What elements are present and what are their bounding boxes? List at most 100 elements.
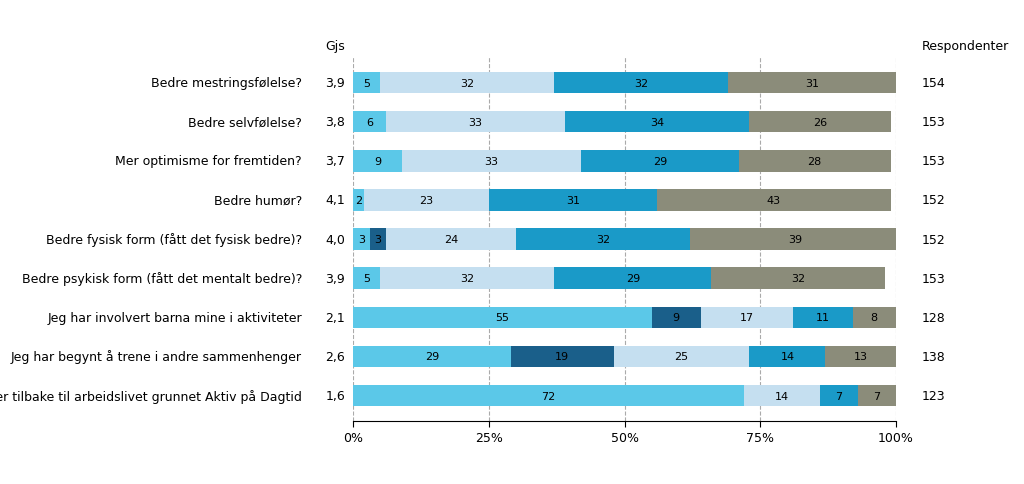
Text: 3: 3 [374, 235, 381, 244]
Text: 3,7: 3,7 [326, 155, 345, 168]
Bar [690, 229, 901, 250]
Text: 9: 9 [374, 156, 381, 166]
Bar [613, 346, 750, 367]
Bar [353, 346, 511, 367]
Bar [353, 229, 370, 250]
Bar [793, 307, 853, 328]
Bar [516, 229, 690, 250]
Text: 43: 43 [767, 196, 781, 206]
Bar [381, 268, 554, 289]
Text: Bedre selvfølelse?: Bedre selvfølelse? [188, 116, 302, 129]
Text: 17: 17 [739, 313, 754, 323]
Text: 2,1: 2,1 [326, 311, 345, 324]
Text: 29: 29 [652, 156, 667, 166]
Text: 3,9: 3,9 [326, 77, 345, 90]
Text: 34: 34 [650, 118, 665, 127]
Text: 9: 9 [673, 313, 680, 323]
Text: 154: 154 [922, 77, 945, 90]
Text: 32: 32 [460, 78, 474, 89]
Text: 33: 33 [468, 118, 482, 127]
Text: 5: 5 [364, 273, 371, 284]
Text: 2: 2 [355, 196, 362, 206]
Text: 128: 128 [922, 311, 945, 324]
Text: 32: 32 [460, 273, 474, 284]
Text: 31: 31 [805, 78, 819, 89]
Text: 3,9: 3,9 [326, 272, 345, 285]
Text: 11: 11 [816, 313, 829, 323]
Text: 1,6: 1,6 [326, 389, 345, 402]
Text: 14: 14 [775, 391, 790, 401]
Bar [565, 112, 750, 133]
Bar [353, 151, 402, 172]
Text: 25: 25 [675, 352, 689, 362]
Bar [700, 307, 793, 328]
Text: 32: 32 [792, 273, 805, 284]
Text: 3,8: 3,8 [326, 116, 345, 129]
Text: 4,0: 4,0 [326, 233, 345, 246]
Bar [554, 73, 728, 94]
Bar [712, 268, 885, 289]
Text: Jeg har involvert barna mine i aktiviteter: Jeg har involvert barna mine i aktivitet… [47, 311, 302, 324]
Bar [386, 112, 565, 133]
Text: 24: 24 [443, 235, 458, 244]
Text: 7: 7 [836, 391, 843, 401]
Bar [353, 385, 744, 407]
Bar [353, 73, 381, 94]
Text: 28: 28 [808, 156, 821, 166]
Text: 39: 39 [788, 235, 803, 244]
Bar [511, 346, 613, 367]
Bar [386, 229, 516, 250]
Bar [353, 112, 386, 133]
Bar [554, 268, 712, 289]
Text: 138: 138 [922, 350, 945, 363]
Bar [582, 151, 738, 172]
Bar [728, 73, 896, 94]
Text: 153: 153 [922, 272, 945, 285]
Bar [353, 307, 651, 328]
Text: 2,6: 2,6 [326, 350, 345, 363]
Bar [853, 307, 896, 328]
Text: 72: 72 [542, 391, 556, 401]
Bar [489, 190, 657, 212]
Text: Respondenter: Respondenter [922, 40, 1009, 53]
Bar [381, 73, 554, 94]
Text: 14: 14 [780, 352, 795, 362]
Bar [651, 307, 700, 328]
Text: Bedre mestringsfølelse?: Bedre mestringsfølelse? [152, 77, 302, 90]
Bar [365, 190, 489, 212]
Text: 123: 123 [922, 389, 945, 402]
Text: 55: 55 [496, 313, 510, 323]
Bar [738, 151, 891, 172]
Bar [353, 190, 365, 212]
Bar [750, 346, 825, 367]
Text: 6: 6 [366, 118, 373, 127]
Text: 152: 152 [922, 233, 945, 246]
Text: Bedre psykisk form (fått det mentalt bedre)?: Bedre psykisk form (fått det mentalt bed… [22, 272, 302, 286]
Text: Jeg er tilbake til arbeidslivet grunnet Aktiv på Dagtid: Jeg er tilbake til arbeidslivet grunnet … [0, 389, 302, 403]
Bar [744, 385, 820, 407]
Bar [750, 112, 891, 133]
Text: Bedre humør?: Bedre humør? [214, 194, 302, 207]
Bar [353, 268, 381, 289]
Text: Mer optimisme for fremtiden?: Mer optimisme for fremtiden? [116, 155, 302, 168]
Bar [820, 385, 858, 407]
Text: 33: 33 [484, 156, 499, 166]
Text: 26: 26 [813, 118, 827, 127]
Text: 4,1: 4,1 [326, 194, 345, 207]
Text: 32: 32 [596, 235, 610, 244]
Text: 8: 8 [870, 313, 878, 323]
Text: 29: 29 [626, 273, 640, 284]
Text: 3: 3 [358, 235, 365, 244]
Text: 32: 32 [634, 78, 648, 89]
Text: 29: 29 [425, 352, 439, 362]
Text: Gjs: Gjs [326, 40, 345, 53]
Bar [858, 385, 896, 407]
Text: 7: 7 [873, 391, 881, 401]
Bar [657, 190, 891, 212]
Bar [370, 229, 386, 250]
Text: 152: 152 [922, 194, 945, 207]
Text: 31: 31 [566, 196, 580, 206]
Bar [825, 346, 896, 367]
Text: 153: 153 [922, 116, 945, 129]
Text: 5: 5 [364, 78, 371, 89]
